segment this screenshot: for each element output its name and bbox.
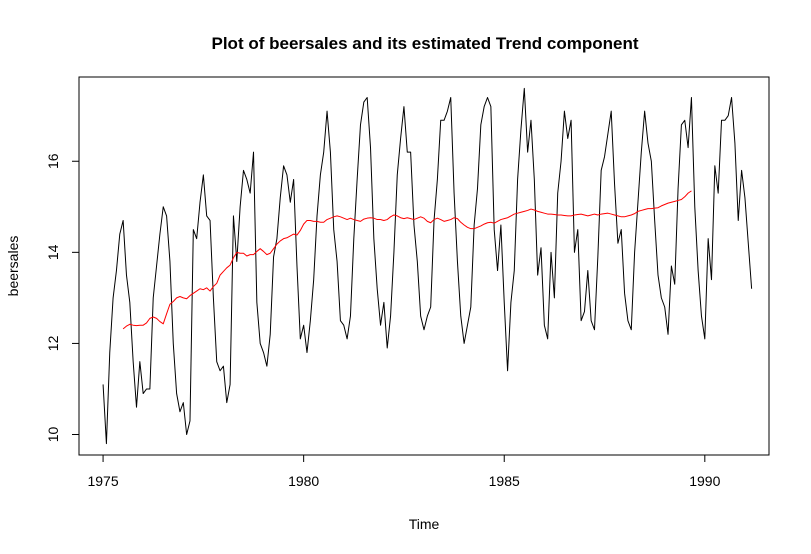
x-tick-label: 1985 (489, 473, 520, 489)
y-tick-label: 12 (45, 335, 61, 351)
y-tick-label: 10 (45, 427, 61, 443)
x-tick-label: 1975 (87, 473, 118, 489)
x-axis-label: Time (409, 516, 440, 532)
plot-frame (78, 76, 770, 456)
x-tick-label: 1980 (288, 473, 319, 489)
series-layer (102, 87, 753, 445)
y-tick-label: 14 (45, 244, 61, 260)
x-axis: 1975 1980 1985 1990 (87, 454, 721, 489)
y-tick-label: 16 (45, 153, 61, 169)
x-tick-label: 1990 (689, 473, 720, 489)
series-line-beersales (102, 87, 753, 445)
y-axis: 10 12 14 16 (45, 153, 80, 443)
chart-title: Plot of beersales and its estimated Tren… (212, 34, 639, 53)
series-line-trend (122, 190, 692, 330)
y-axis-label: beersales (5, 236, 21, 297)
